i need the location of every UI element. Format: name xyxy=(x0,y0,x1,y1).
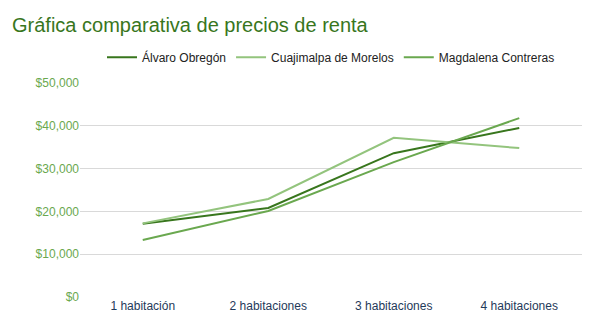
svg-text:3 habitaciones: 3 habitaciones xyxy=(355,299,432,313)
svg-text:Cuajimalpa de Morelos: Cuajimalpa de Morelos xyxy=(271,51,394,65)
svg-text:Magdalena Contreras: Magdalena Contreras xyxy=(439,51,554,65)
svg-text:$40,000: $40,000 xyxy=(36,119,80,133)
svg-text:$10,000: $10,000 xyxy=(36,247,80,261)
svg-text:Gráfica comparativa de precios: Gráfica comparativa de precios de renta xyxy=(12,14,369,36)
svg-text:$50,000: $50,000 xyxy=(36,76,80,90)
svg-text:1 habitación: 1 habitación xyxy=(110,299,175,313)
svg-text:Álvaro Obregón: Álvaro Obregón xyxy=(142,50,226,65)
svg-text:2 habitaciones: 2 habitaciones xyxy=(230,299,307,313)
svg-text:$30,000: $30,000 xyxy=(36,162,80,176)
svg-text:4 habitaciones: 4 habitaciones xyxy=(481,299,558,313)
svg-text:$20,000: $20,000 xyxy=(36,205,80,219)
svg-text:$0: $0 xyxy=(66,290,80,304)
